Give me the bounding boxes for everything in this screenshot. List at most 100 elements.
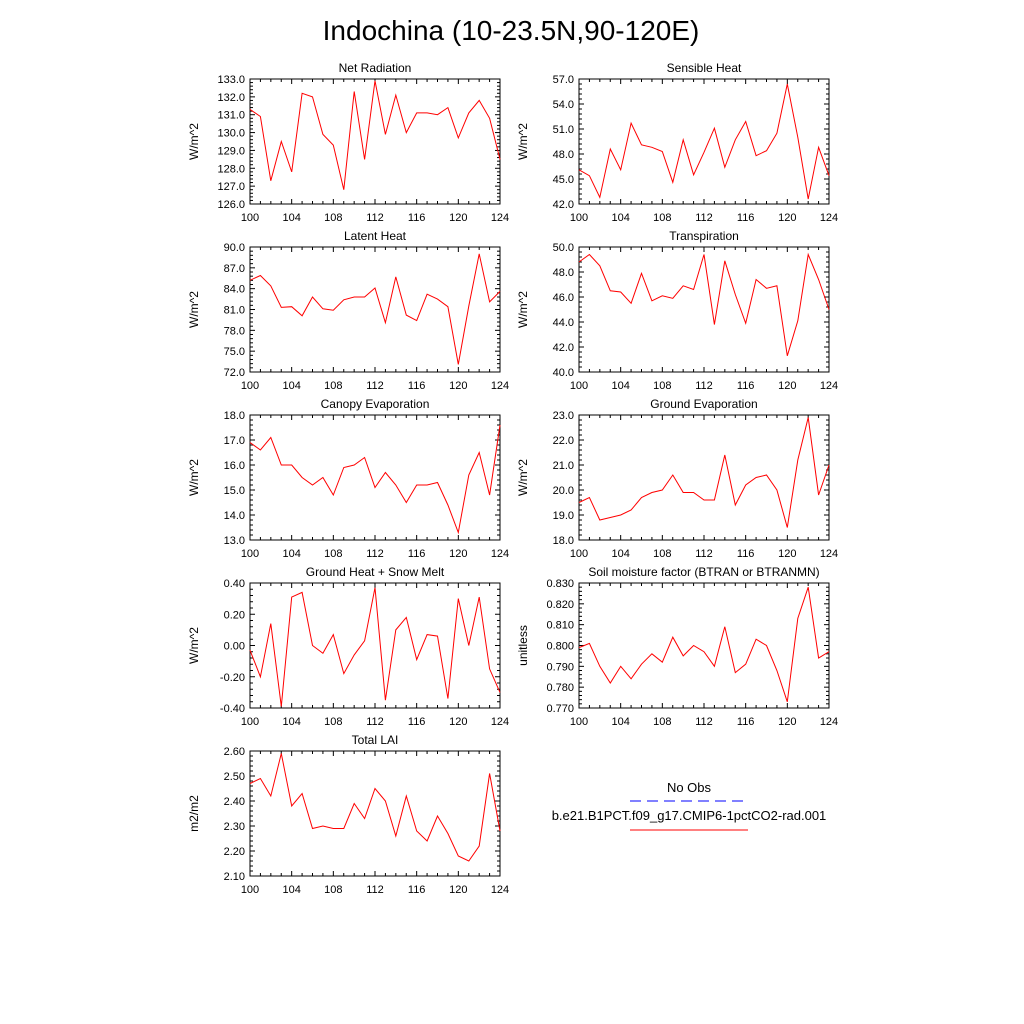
x-tick-label: 124 bbox=[491, 548, 509, 560]
y-tick-label: 50.0 bbox=[553, 242, 574, 254]
x-tick-label: 108 bbox=[324, 884, 342, 896]
x-tick-label: 124 bbox=[491, 380, 509, 392]
x-tick-label: 124 bbox=[820, 212, 838, 224]
x-tick-label: 100 bbox=[570, 212, 588, 224]
y-tick-label: 0.780 bbox=[546, 682, 574, 694]
panel-3: 100 104 108 112 116 120 124 72.0 75.0 78.0 81.0 84.… bbox=[187, 229, 509, 392]
y-tick-label: 17.0 bbox=[224, 435, 245, 447]
x-tick-label: 124 bbox=[491, 884, 509, 896]
x-tick-label: 104 bbox=[611, 212, 629, 224]
y-tick-label: 2.30 bbox=[224, 821, 245, 833]
panel-9: 100 104 108 112 116 120 124 2.10 2.20 2.30 2.40 2.5… bbox=[187, 733, 509, 896]
series-line bbox=[249, 253, 501, 365]
panel-title: Total LAI bbox=[352, 733, 399, 747]
x-tick-label: 116 bbox=[408, 884, 426, 896]
y-tick-label: 0.810 bbox=[546, 620, 574, 632]
y-tick-label: 18.0 bbox=[224, 410, 245, 422]
y-tick-label: 78.0 bbox=[224, 325, 245, 337]
series-line bbox=[249, 753, 501, 862]
panel-6: 100 104 108 112 116 120 124 18.0 19.0 20.0 21.0 22.… bbox=[516, 397, 838, 560]
x-tick-label: 100 bbox=[241, 212, 259, 224]
y-tick-label: 132.0 bbox=[217, 92, 245, 104]
y-tick-label: 23.0 bbox=[553, 410, 574, 422]
y-tick-label: 57.0 bbox=[553, 74, 574, 86]
y-tick-label: 90.0 bbox=[224, 242, 245, 254]
series-line bbox=[578, 417, 830, 528]
y-tick-label: 81.0 bbox=[224, 305, 245, 317]
y-tick-label: 0.790 bbox=[546, 661, 574, 673]
y-tick-label: 22.0 bbox=[553, 435, 574, 447]
y-tick-label: 72.0 bbox=[224, 367, 245, 379]
x-tick-label: 116 bbox=[408, 548, 426, 560]
y-tick-label: 131.0 bbox=[217, 110, 245, 122]
panel-title: Ground Evaporation bbox=[650, 397, 757, 411]
y-tick-label: 84.0 bbox=[224, 284, 245, 296]
legend-case-label: b.e21.B1PCT.f09_g17.CMIP6-1pctCO2-rad.00… bbox=[552, 808, 827, 823]
x-tick-label: 108 bbox=[324, 548, 342, 560]
figure-title: Indochina (10-23.5N,90-120E) bbox=[323, 15, 700, 46]
y-tick-label: 45.0 bbox=[553, 174, 574, 186]
x-tick-label: 104 bbox=[282, 212, 300, 224]
x-tick-label: 116 bbox=[408, 212, 426, 224]
panel-1: 100 104 108 112 116 120 124 126.0 127.0 128.0 129.… bbox=[187, 61, 509, 224]
x-tick-label: 108 bbox=[653, 548, 671, 560]
y-tick-label: 2.60 bbox=[224, 746, 245, 758]
panel-title: Net Radiation bbox=[339, 61, 412, 75]
panel-5: 100 104 108 112 116 120 124 13.0 14.0 15.0 16.0 17.… bbox=[187, 397, 509, 560]
x-tick-label: 104 bbox=[282, 380, 300, 392]
y-tick-label: 21.0 bbox=[553, 460, 574, 472]
y-tick-label: 40.0 bbox=[553, 367, 574, 379]
panels: 100 104 108 112 116 120 124 126.0 127.0 128.0 129.… bbox=[187, 61, 838, 896]
x-tick-label: 100 bbox=[570, 380, 588, 392]
x-tick-label: 112 bbox=[695, 548, 713, 560]
panel-7: 100 104 108 112 116 120 124 -0.40 -0.20 0.00 0.20 0… bbox=[187, 565, 509, 728]
x-tick-label: 100 bbox=[241, 548, 259, 560]
x-tick-label: 124 bbox=[820, 380, 838, 392]
y-tick-label: 0.40 bbox=[224, 578, 245, 590]
panel-title: Ground Heat + Snow Melt bbox=[306, 565, 445, 579]
y-tick-label: 2.10 bbox=[224, 871, 245, 883]
y-tick-label: 16.0 bbox=[224, 460, 245, 472]
x-tick-label: 108 bbox=[324, 212, 342, 224]
x-tick-label: 120 bbox=[778, 716, 796, 728]
series-line bbox=[578, 252, 830, 356]
y-tick-label: 0.770 bbox=[546, 703, 574, 715]
y-tick-label: 13.0 bbox=[224, 535, 245, 547]
y-axis-label: W/m^2 bbox=[187, 459, 201, 496]
y-tick-label: 20.0 bbox=[553, 485, 574, 497]
legend: No Obs b.e21.B1PCT.f09_g17.CMIP6-1pctCO2… bbox=[552, 780, 827, 831]
y-tick-label: 2.40 bbox=[224, 796, 245, 808]
x-tick-label: 100 bbox=[241, 716, 259, 728]
y-tick-label: 127.0 bbox=[217, 181, 245, 193]
x-tick-label: 112 bbox=[366, 884, 384, 896]
x-tick-label: 104 bbox=[611, 716, 629, 728]
y-tick-label: 0.20 bbox=[224, 609, 245, 621]
x-tick-label: 120 bbox=[449, 212, 467, 224]
series-line bbox=[578, 587, 830, 702]
y-tick-label: 133.0 bbox=[217, 74, 245, 86]
x-tick-label: 116 bbox=[737, 380, 755, 392]
x-tick-label: 104 bbox=[611, 548, 629, 560]
x-tick-label: 120 bbox=[449, 548, 467, 560]
y-tick-label: 0.830 bbox=[546, 578, 574, 590]
x-tick-label: 100 bbox=[570, 716, 588, 728]
y-tick-label: 54.0 bbox=[553, 99, 574, 111]
y-axis-label: W/m^2 bbox=[187, 627, 201, 664]
x-tick-label: 112 bbox=[366, 716, 384, 728]
y-axis-label: W/m^2 bbox=[516, 459, 530, 496]
x-tick-label: 120 bbox=[449, 716, 467, 728]
x-tick-label: 120 bbox=[778, 380, 796, 392]
x-tick-label: 100 bbox=[241, 884, 259, 896]
y-tick-label: 130.0 bbox=[217, 128, 245, 140]
y-tick-label: -0.40 bbox=[220, 703, 245, 715]
panel-title: Latent Heat bbox=[344, 229, 407, 243]
panel-title: Canopy Evaporation bbox=[321, 397, 430, 411]
x-tick-label: 104 bbox=[282, 548, 300, 560]
x-tick-label: 112 bbox=[695, 380, 713, 392]
x-tick-label: 120 bbox=[449, 380, 467, 392]
x-tick-label: 112 bbox=[695, 716, 713, 728]
y-tick-label: 2.50 bbox=[224, 771, 245, 783]
y-tick-label: 48.0 bbox=[553, 267, 574, 279]
x-tick-label: 116 bbox=[737, 548, 755, 560]
y-tick-label: 48.0 bbox=[553, 149, 574, 161]
